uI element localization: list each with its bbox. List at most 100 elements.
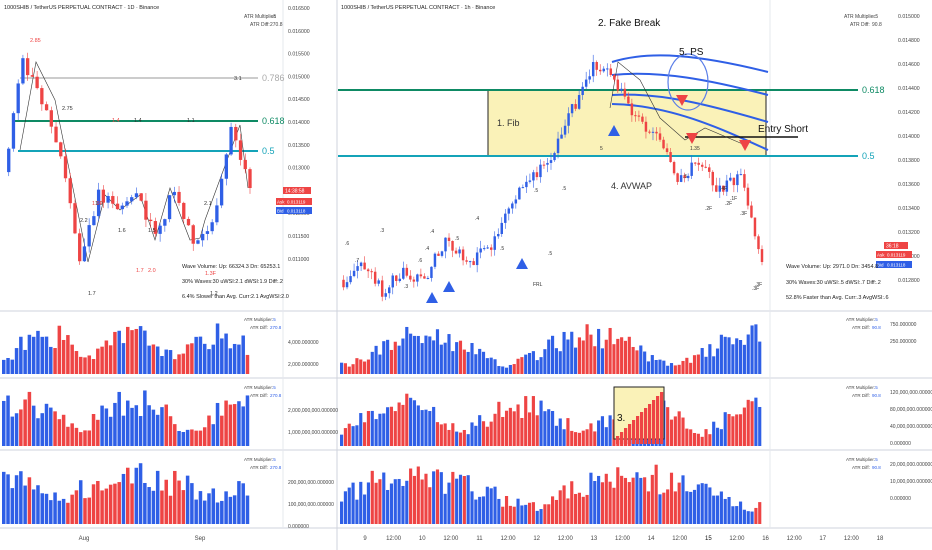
right-vol3-bar [359, 481, 363, 524]
right-candle [746, 187, 750, 206]
right-panel-atr-mult-label: ATR Multiplier: [846, 385, 875, 390]
right-vol2-bar [416, 405, 420, 446]
right-vol3-bar [466, 475, 470, 524]
left-vol3-bar [168, 495, 173, 524]
right-vol2-bar [428, 411, 432, 446]
left-vol3-bar [215, 502, 220, 524]
right-panel-atr-mult-val: .5 [874, 457, 878, 462]
right-candle [482, 248, 486, 250]
right-vol1-bar [382, 341, 386, 374]
left-vol3-bar [117, 482, 121, 524]
right-vol1-bar [669, 363, 674, 374]
left-candle [191, 225, 195, 244]
left-vol-axis-tick: 0.000000 [288, 524, 309, 530]
right-vol3-bar [409, 468, 413, 524]
left-candle [196, 240, 200, 244]
right-candle [725, 180, 729, 192]
right-vol3-bar [696, 484, 700, 524]
right-vol3-bar [516, 498, 520, 524]
right-vol2-bar [581, 430, 585, 446]
right-vol3-bar [508, 505, 512, 524]
left-date-label: Aug [79, 536, 90, 542]
right-candle [405, 267, 409, 276]
right-vol1-bar [620, 337, 624, 374]
left-vol2-bar [40, 413, 44, 446]
right-candle [402, 267, 405, 279]
right-candle [581, 86, 584, 96]
left-vol1-bar [207, 349, 211, 374]
right-price-tick: 0.014800 [898, 38, 920, 44]
right-vol3-bar [493, 486, 497, 524]
left-candle [153, 221, 158, 234]
right-candle [662, 139, 665, 149]
right-vol2-bar [451, 423, 455, 446]
right-wave-label: .5 [455, 236, 459, 242]
left-vol2-bar [57, 419, 62, 446]
right-atr-mult-label: ATR Multiplier: [844, 14, 876, 20]
right-vol3-bar [623, 477, 628, 524]
left-wave-label: 1.5 [148, 228, 156, 234]
right-vol3-bar [562, 485, 566, 524]
highlight-vol-bar [644, 408, 648, 444]
right-vol3-bar [689, 491, 693, 524]
right-price-tick: 0.013400 [898, 206, 920, 212]
annotation-entry-short: Entry Short [758, 124, 808, 135]
left-vol3-bar [228, 496, 233, 524]
right-vol1-bar [386, 339, 390, 374]
right-vol3-bar [673, 491, 677, 524]
right-vol2-bar [566, 418, 570, 446]
left-vol1-bar [117, 330, 121, 374]
buy-marker [516, 258, 528, 269]
left-vol2-bar [74, 427, 79, 446]
sell-marker [739, 140, 751, 151]
left-candle [49, 110, 53, 127]
right-candle [584, 79, 588, 87]
left-vol3-bar [207, 493, 211, 524]
right-vol3-bar [570, 481, 574, 524]
right-wave-label: .6 [345, 241, 349, 247]
highlight-vol-bar [652, 400, 656, 444]
right-candle [356, 266, 359, 271]
left-price-tag: 14:38:58 [285, 189, 305, 195]
left-candle [73, 203, 77, 234]
right-vol3-bar [481, 496, 486, 524]
left-vol1-bar [104, 340, 109, 374]
right-vol2-bar [677, 411, 681, 446]
right-candle [409, 275, 412, 280]
left-vol2-bar [130, 407, 134, 446]
left-vol1-bar [190, 343, 194, 374]
right-vol2-bar [731, 416, 735, 446]
left-candle [219, 178, 224, 206]
right-vol2-bar [458, 432, 463, 446]
right-vol2-bar [558, 418, 562, 446]
right-date-label: 12:00 [844, 536, 860, 542]
right-bid-label: Bid [877, 263, 884, 268]
right-candles [342, 54, 764, 302]
right-candle [395, 275, 398, 282]
right-wave-label: .5 [548, 251, 552, 257]
right-vol2-bar [704, 429, 708, 446]
right-panel-atr-diff-val: 90.8 [872, 393, 881, 398]
right-vol1-bar [627, 336, 631, 374]
right-vol1-bar [397, 345, 401, 374]
left-vol3-bar [108, 484, 113, 524]
right-candle [679, 175, 683, 182]
left-vol2-bar [108, 416, 113, 446]
right-candle [493, 236, 496, 250]
left-vol-axis-tick: 4,000.000000 [288, 340, 319, 346]
right-vol3-bar [370, 470, 374, 524]
right-vol1-bar [374, 345, 378, 374]
left-vol2-bar [91, 414, 96, 446]
right-candle [458, 249, 461, 254]
right-vol2-bar [758, 406, 762, 446]
right-price-tick: 0.014000 [898, 134, 920, 140]
right-vol2-bar [397, 402, 401, 446]
right-wave-label: .7 [355, 258, 359, 264]
left-vol1-bar [202, 343, 207, 374]
right-vol2-bar [478, 415, 482, 446]
left-vol3-bar [220, 500, 224, 524]
right-vol2-bar [508, 407, 512, 446]
left-vol3-bar [194, 499, 198, 524]
right-vol3-bar [347, 487, 351, 524]
right-vol3-bar [428, 487, 432, 524]
